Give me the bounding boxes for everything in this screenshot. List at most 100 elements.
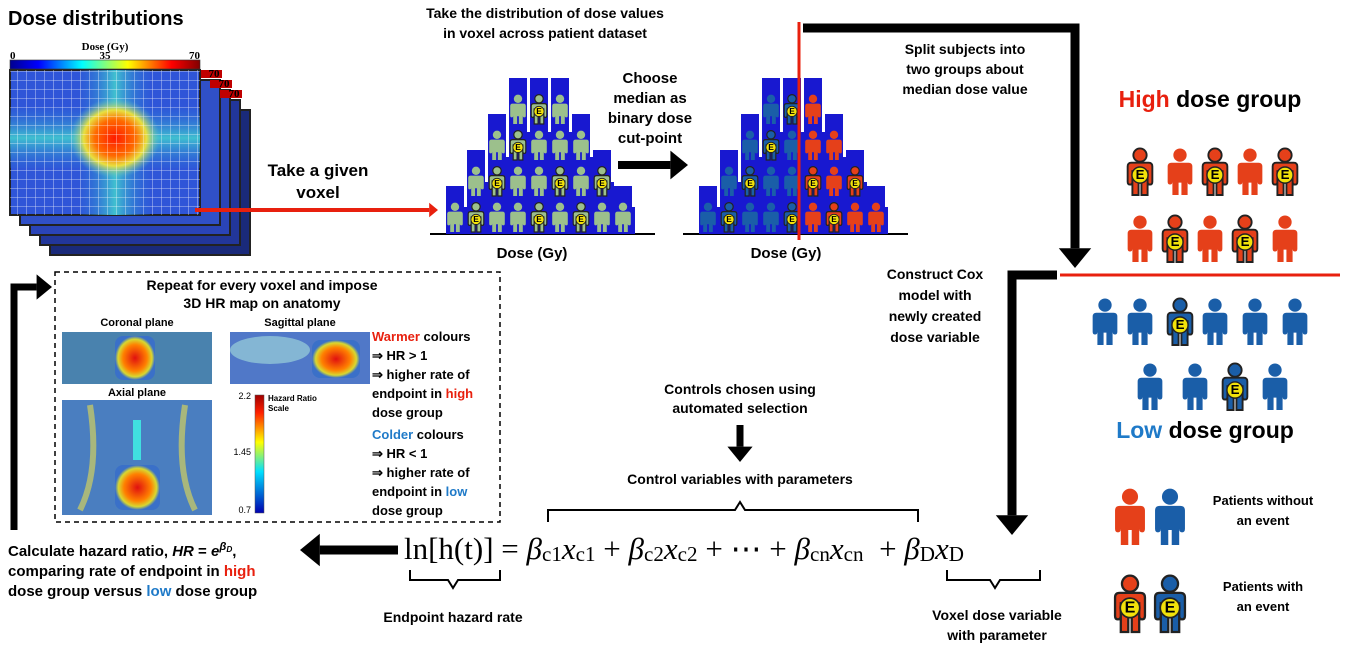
- patient: [1262, 363, 1288, 410]
- event-badge: [786, 105, 798, 117]
- event-badge: [1171, 316, 1189, 334]
- step-label: Control variables with parameters: [627, 471, 853, 487]
- text-span: D: [226, 545, 232, 554]
- histogram-bar: [885, 207, 888, 234]
- head: [1227, 362, 1243, 378]
- event-marker: E: [515, 142, 521, 152]
- stack-label: 70: [229, 88, 241, 100]
- text-span: Warmer: [372, 329, 420, 344]
- text-span: c1: [542, 542, 562, 566]
- patient: [784, 130, 800, 160]
- patient-with-event: E: [783, 93, 801, 125]
- body: [531, 175, 547, 196]
- patient: [1137, 363, 1163, 410]
- histogram-bar: [632, 207, 635, 234]
- body: [1127, 229, 1153, 262]
- event-marker: E: [1281, 167, 1290, 182]
- body: [868, 211, 884, 232]
- text-span: high: [446, 386, 473, 401]
- patient-with-event: E: [530, 201, 548, 233]
- axis-label: Dose (Gy): [751, 245, 822, 262]
- head: [492, 202, 502, 211]
- head: [808, 130, 818, 139]
- head: [1121, 488, 1139, 505]
- body: [489, 211, 505, 232]
- event-badge: [723, 213, 735, 225]
- hr-colorbar: [254, 394, 265, 514]
- histogram-bar: [717, 207, 720, 234]
- histogram-bar: [759, 157, 762, 234]
- head: [1237, 214, 1253, 230]
- text-span: Coronal plane: [100, 317, 173, 329]
- patient: [868, 202, 884, 232]
- text-span: x: [663, 531, 678, 566]
- axial-map: [62, 400, 212, 515]
- head: [576, 201, 586, 212]
- patient-with-event: E: [804, 165, 822, 197]
- head: [555, 202, 565, 211]
- repeat-box: [54, 271, 501, 523]
- stack-label: 70: [209, 68, 221, 80]
- patient-with-event: E: [720, 201, 738, 233]
- text-span: D: [920, 542, 935, 566]
- body: [1155, 505, 1185, 545]
- head: [1277, 147, 1293, 163]
- head: [1120, 574, 1140, 593]
- body: [1167, 162, 1193, 195]
- patient-with-event: E: [1126, 147, 1154, 196]
- body: [573, 175, 589, 196]
- text-span: low: [146, 583, 171, 600]
- text-span: x: [829, 531, 844, 566]
- step-label: Split subjects into two groups about media…: [902, 41, 1027, 97]
- body: [552, 103, 568, 124]
- step-label: Choose median as binary dose cut-point: [608, 70, 692, 147]
- text-span: Voxel dose variable: [932, 607, 1062, 623]
- legend-label: Patients with an event: [1223, 579, 1303, 614]
- head: [555, 94, 565, 103]
- body: [1242, 312, 1268, 345]
- patient: [552, 130, 568, 160]
- histogram-bar: [548, 132, 551, 234]
- text-span: Repeat for every voxel and impose: [146, 277, 377, 293]
- text-span: in voxel across patient dataset: [443, 25, 647, 41]
- text-span: with parameter: [946, 627, 1047, 643]
- head: [766, 94, 776, 103]
- body: [1115, 505, 1145, 545]
- event-marker: E: [789, 214, 795, 224]
- text-span: Control variables with parameters: [627, 471, 853, 487]
- histogram-bar: [738, 182, 741, 234]
- text-span: median as: [613, 90, 686, 107]
- event-badge: [512, 141, 524, 153]
- event-marker: E: [473, 214, 479, 224]
- group-label: Low dose group: [1116, 417, 1294, 443]
- text-span: Dose (Gy): [751, 245, 822, 262]
- head: [534, 130, 544, 139]
- event-marker: E: [578, 214, 584, 224]
- head: [850, 202, 860, 211]
- text-span: HR: [172, 543, 194, 560]
- text-span: 70: [189, 50, 201, 62]
- event-marker: E: [536, 106, 542, 116]
- text-span: cut-point: [618, 130, 682, 147]
- head: [787, 130, 797, 139]
- head: [1172, 297, 1188, 313]
- patient: [1272, 215, 1298, 262]
- hazard-bracket: [409, 570, 501, 590]
- head: [471, 166, 481, 175]
- event-marker: E: [1231, 382, 1240, 397]
- head: [1268, 363, 1282, 377]
- head: [787, 93, 797, 104]
- head: [703, 202, 713, 211]
- body: [615, 211, 631, 232]
- head: [724, 166, 734, 175]
- head: [576, 166, 586, 175]
- dose-stack: [9, 59, 251, 256]
- head: [450, 202, 460, 211]
- body: [489, 139, 505, 160]
- event-badge: [491, 177, 503, 189]
- text-span: c2: [678, 542, 698, 566]
- event-marker: E: [831, 214, 837, 224]
- text-span: ⇒ HR > 1: [372, 348, 427, 363]
- colorbar-tick: 70: [189, 50, 201, 62]
- text-span: dose group: [372, 503, 443, 518]
